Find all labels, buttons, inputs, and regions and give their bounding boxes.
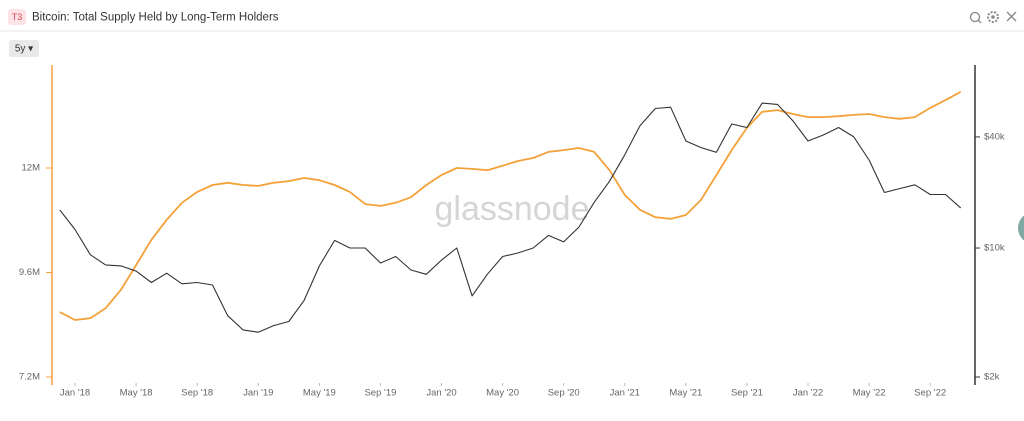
chart-title: Bitcoin: Total Supply Held by Long-Term … xyxy=(32,12,279,24)
x-tick-label: Sep '21 xyxy=(731,388,763,399)
x-tick-label: Jan '20 xyxy=(426,388,456,399)
x-tick-label: May '21 xyxy=(669,388,702,399)
y2-tick-label: $2k xyxy=(984,372,1000,383)
series-line xyxy=(59,102,962,333)
x-tick-label: Sep '20 xyxy=(548,388,580,399)
range-button-bg[interactable] xyxy=(9,40,39,57)
y2-tick-label: $40k xyxy=(984,131,1005,142)
x-tick-label: May '19 xyxy=(303,388,336,399)
x-tick-label: Sep '22 xyxy=(914,388,946,399)
x-tick-label: Jan '21 xyxy=(610,388,640,399)
x-tick-label: Jan '18 xyxy=(60,388,90,399)
watermark: glassnode xyxy=(434,190,589,228)
x-tick-label: May '20 xyxy=(486,388,519,399)
x-tick-label: Sep '19 xyxy=(364,388,396,399)
zoom-icon[interactable] xyxy=(969,11,982,24)
badge: T3 xyxy=(12,12,23,22)
x-tick-label: Jan '22 xyxy=(793,388,823,399)
side-widget[interactable] xyxy=(1018,212,1024,244)
range-button[interactable]: 5y ▾ xyxy=(15,44,33,55)
close-icon[interactable] xyxy=(1006,11,1017,22)
x-tick-label: May '18 xyxy=(120,388,153,399)
x-tick-label: Sep '18 xyxy=(181,388,213,399)
y-tick-label: 7.2M xyxy=(19,372,40,383)
settings-icon[interactable] xyxy=(987,11,999,23)
y-tick-label: 9.6M xyxy=(19,267,40,278)
badge-bg xyxy=(8,9,26,25)
y2-tick-label: $10k xyxy=(984,243,1005,254)
y-tick-label: 12M xyxy=(22,163,41,174)
x-tick-label: Jan '19 xyxy=(243,388,273,399)
x-tick-label: May '22 xyxy=(853,388,886,399)
series-line xyxy=(59,91,962,321)
